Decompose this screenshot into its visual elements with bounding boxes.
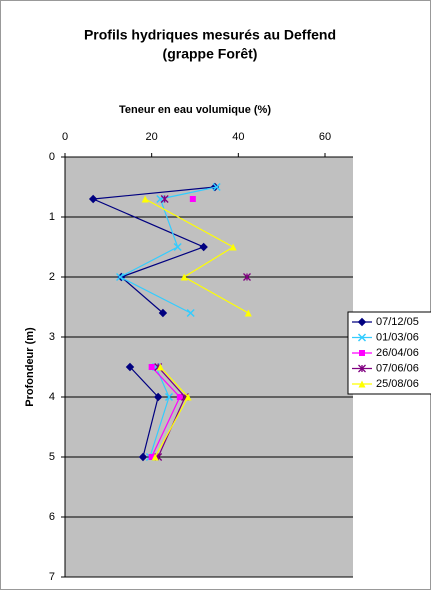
point (212, 182, 221, 192)
y-tick-label: 4 (49, 391, 55, 403)
series-line (144, 198, 249, 314)
x-tick-label: 40 (232, 131, 244, 143)
legend-label: 01/03/06 (376, 331, 419, 343)
point (244, 309, 252, 317)
legend-marker (357, 317, 367, 327)
point (180, 273, 188, 281)
y-tick-label: 0 (49, 151, 55, 163)
legend-marker (357, 333, 367, 342)
point (148, 454, 155, 460)
y-tick-label: 7 (49, 571, 55, 583)
x-tick-label: 0 (62, 131, 68, 143)
y-tick-label: 3 (49, 331, 55, 343)
point (116, 272, 125, 282)
point (148, 364, 155, 370)
y-tick-label: 1 (49, 211, 55, 223)
point (173, 242, 182, 252)
legend-marker (358, 380, 366, 388)
point (184, 393, 192, 401)
plot-area (65, 157, 353, 577)
point (125, 362, 135, 372)
x-tick-label: 60 (319, 131, 331, 143)
y-tick-label: 6 (49, 511, 55, 523)
legend-label: 25/08/06 (376, 378, 419, 390)
y-tick-label: 2 (49, 271, 55, 283)
point (88, 194, 98, 204)
point (229, 243, 237, 251)
legend-marker (359, 350, 365, 356)
point (138, 452, 148, 462)
point (141, 195, 149, 203)
x-tick-label: 20 (146, 131, 158, 143)
legend-marker (358, 364, 366, 373)
point (156, 363, 164, 371)
x-axis-label: Teneur en eau volumique (%) (119, 104, 271, 116)
point (153, 392, 163, 402)
point (176, 394, 183, 400)
chart-title: Profils hydriques mesurés au Deffend (84, 27, 336, 43)
legend-label: 26/04/06 (376, 347, 419, 359)
point (189, 196, 196, 202)
chart-subtitle: (grappe Forêt) (163, 46, 258, 62)
point (164, 392, 174, 402)
point (160, 195, 169, 203)
point (158, 308, 168, 318)
point (186, 308, 195, 318)
y-tick-label: 5 (49, 451, 55, 463)
point (151, 453, 159, 461)
y-axis-label: Profondeur (m) (24, 327, 36, 407)
point (199, 242, 208, 252)
point (243, 273, 251, 281)
legend-label: 07/12/05 (376, 316, 419, 328)
legend-label: 07/06/06 (376, 362, 419, 374)
